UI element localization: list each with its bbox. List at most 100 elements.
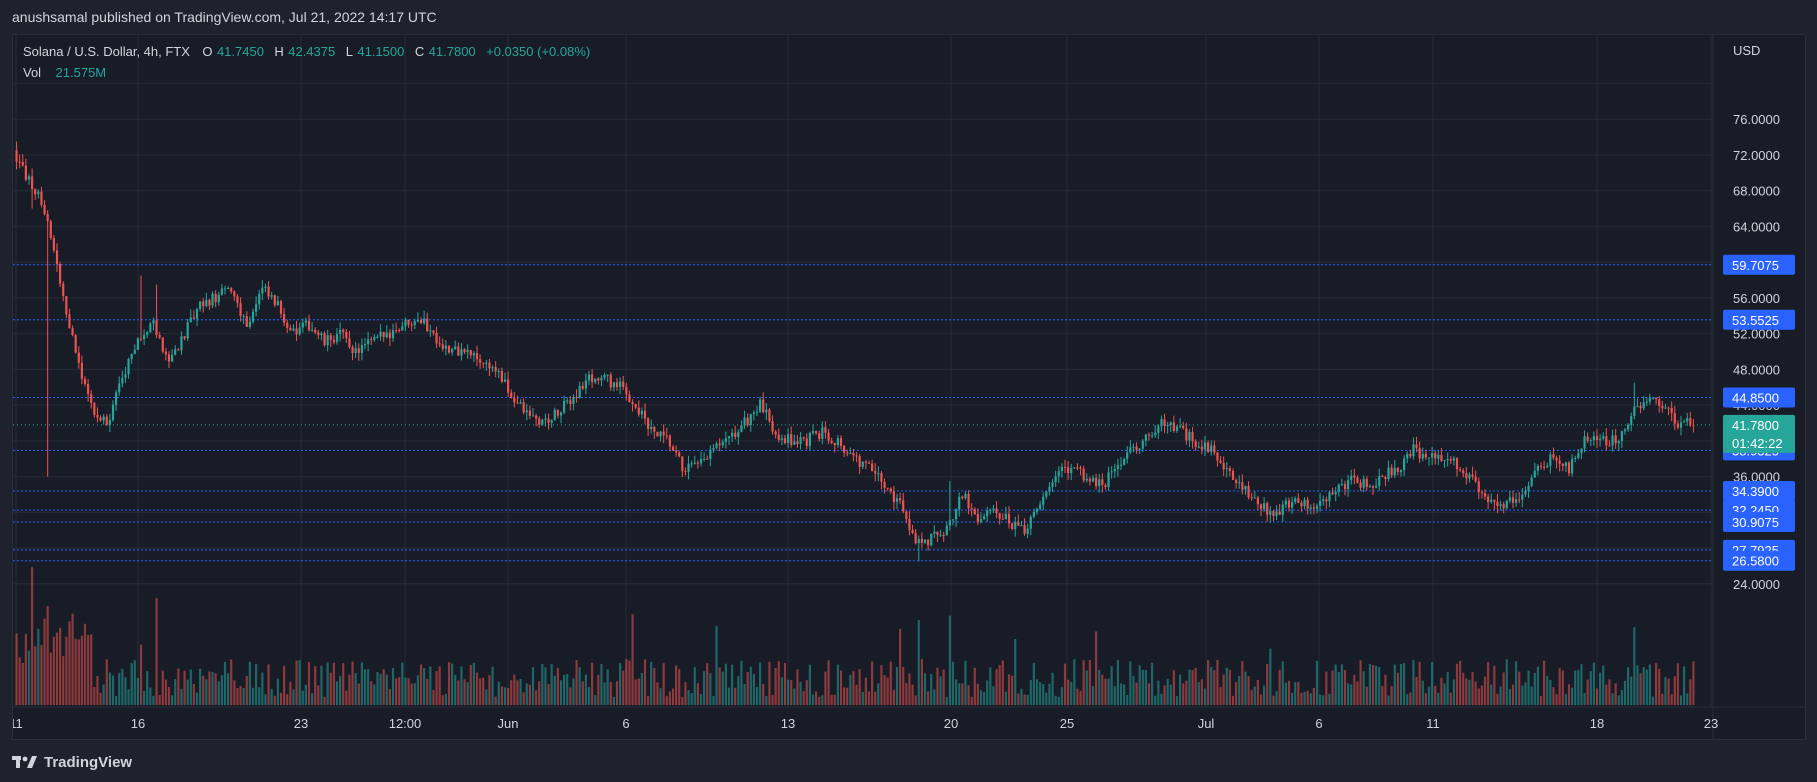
candle-body: [1449, 459, 1452, 461]
time-axis[interactable]: 11 16 23 12:00 Jun 6 13 20 25 Jul 6 11 18 23: [9, 716, 1718, 731]
time-tick-label: 12:00: [389, 716, 422, 731]
candle-body: [843, 446, 846, 453]
volume-bar: [1039, 682, 1042, 705]
candle-body: [777, 434, 780, 440]
volume-bar: [376, 672, 379, 705]
candle-body: [1664, 407, 1667, 409]
candle-body: [1011, 523, 1014, 529]
volume-bar: [429, 666, 432, 705]
volume-bar: [584, 674, 587, 705]
volume-bar: [637, 678, 640, 705]
candle-body: [1633, 406, 1636, 416]
volume-bar: [111, 675, 115, 705]
volume-bar: [569, 687, 572, 705]
candle-body: [721, 441, 724, 446]
candle-body: [1172, 422, 1175, 431]
volume-bar: [367, 669, 370, 705]
candle-body: [494, 367, 497, 372]
volume-bar: [839, 670, 843, 705]
tradingview-brand[interactable]: TradingView: [12, 748, 132, 776]
volume-bar: [354, 673, 357, 705]
candle-body: [1023, 525, 1026, 534]
price-axis[interactable]: 76.0000 72.0000 68.0000 64.0000 56.0000 52.00…: [1723, 112, 1795, 592]
price-tick-label: 56.0000: [1733, 291, 1780, 306]
candle-body: [164, 351, 167, 355]
candlestick-chart[interactable]: 76.0000 72.0000 68.0000 64.0000 56.0000 52.00…: [9, 35, 1805, 739]
candle-body: [1595, 436, 1599, 441]
candle-body: [594, 378, 597, 383]
legend: Solana / U.S. Dollar, 4h, FTX O 41.7450 …: [23, 44, 590, 80]
candle-body: [1431, 453, 1434, 458]
candle-body: [525, 410, 528, 413]
volume-bar: [339, 675, 342, 705]
candle-body: [1337, 484, 1340, 492]
volume-bar: [398, 677, 401, 705]
candle-body: [1026, 528, 1029, 534]
volume-bar: [1085, 670, 1088, 705]
candle-body: [1110, 471, 1113, 473]
candle-body: [171, 354, 174, 362]
candle-body: [802, 437, 805, 439]
volume-bar: [961, 683, 964, 705]
candle-body: [818, 433, 821, 439]
candle-body: [1051, 482, 1054, 487]
candle-body: [578, 385, 581, 398]
volume-bar: [967, 685, 970, 705]
candle-body: [696, 462, 699, 464]
volume-bar: [1443, 683, 1446, 705]
candle-body: [581, 385, 584, 389]
candle-body: [986, 510, 989, 517]
volume-bar: [1266, 664, 1269, 705]
volume-bar: [1141, 669, 1144, 705]
volume-bar: [435, 670, 438, 705]
candle-body: [1328, 492, 1331, 502]
volume-bar: [68, 621, 71, 705]
candle-body: [1231, 470, 1235, 480]
volume-bar: [1480, 685, 1483, 705]
volume-bar: [815, 691, 818, 705]
volume-bar: [1110, 666, 1113, 705]
candle-body: [307, 320, 311, 331]
candle-body: [1524, 490, 1527, 495]
candle-body: [930, 533, 933, 546]
volume-bar: [1356, 681, 1359, 705]
candle-body: [951, 519, 955, 521]
volume-bar: [874, 691, 877, 705]
volume-bar: [1073, 659, 1076, 705]
volume-bar: [1623, 680, 1627, 705]
volume-bar: [1278, 669, 1281, 705]
candle-body: [1589, 440, 1592, 442]
volume-bar: [283, 665, 286, 705]
candle-body: [923, 539, 927, 543]
candle-body: [1297, 498, 1300, 503]
candle-body: [1434, 453, 1437, 459]
volume-bar: [1431, 662, 1434, 705]
volume-bar: [892, 689, 895, 705]
volume-bar: [811, 694, 815, 705]
candle-body: [1558, 460, 1561, 465]
volume-bar: [1194, 667, 1197, 705]
candle-body: [998, 513, 1001, 519]
candle-body: [1375, 485, 1378, 488]
volume-bar: [1571, 687, 1574, 705]
volume-bar: [1418, 661, 1421, 705]
candle-body: [1312, 507, 1315, 509]
volume-bar: [314, 666, 317, 705]
candle-body: [609, 374, 612, 388]
volume-bar: [628, 660, 631, 705]
chart-frame[interactable]: 76.0000 72.0000 68.0000 64.0000 56.0000 52.00…: [9, 34, 1806, 740]
volume-bar: [295, 660, 298, 705]
volume-bar: [1667, 678, 1670, 705]
candle-body: [575, 396, 578, 398]
volume-bar: [279, 692, 283, 705]
volume-bar: [1001, 660, 1004, 705]
candle-body: [286, 322, 289, 328]
volume-bar: [668, 691, 671, 705]
volume-bar: [1515, 661, 1518, 705]
candle-body: [793, 441, 796, 445]
candle-body: [675, 450, 678, 453]
volume-bar: [1020, 688, 1023, 705]
candle-body: [99, 417, 102, 421]
volume-bar: [351, 661, 354, 705]
volume-bar: [127, 689, 130, 705]
